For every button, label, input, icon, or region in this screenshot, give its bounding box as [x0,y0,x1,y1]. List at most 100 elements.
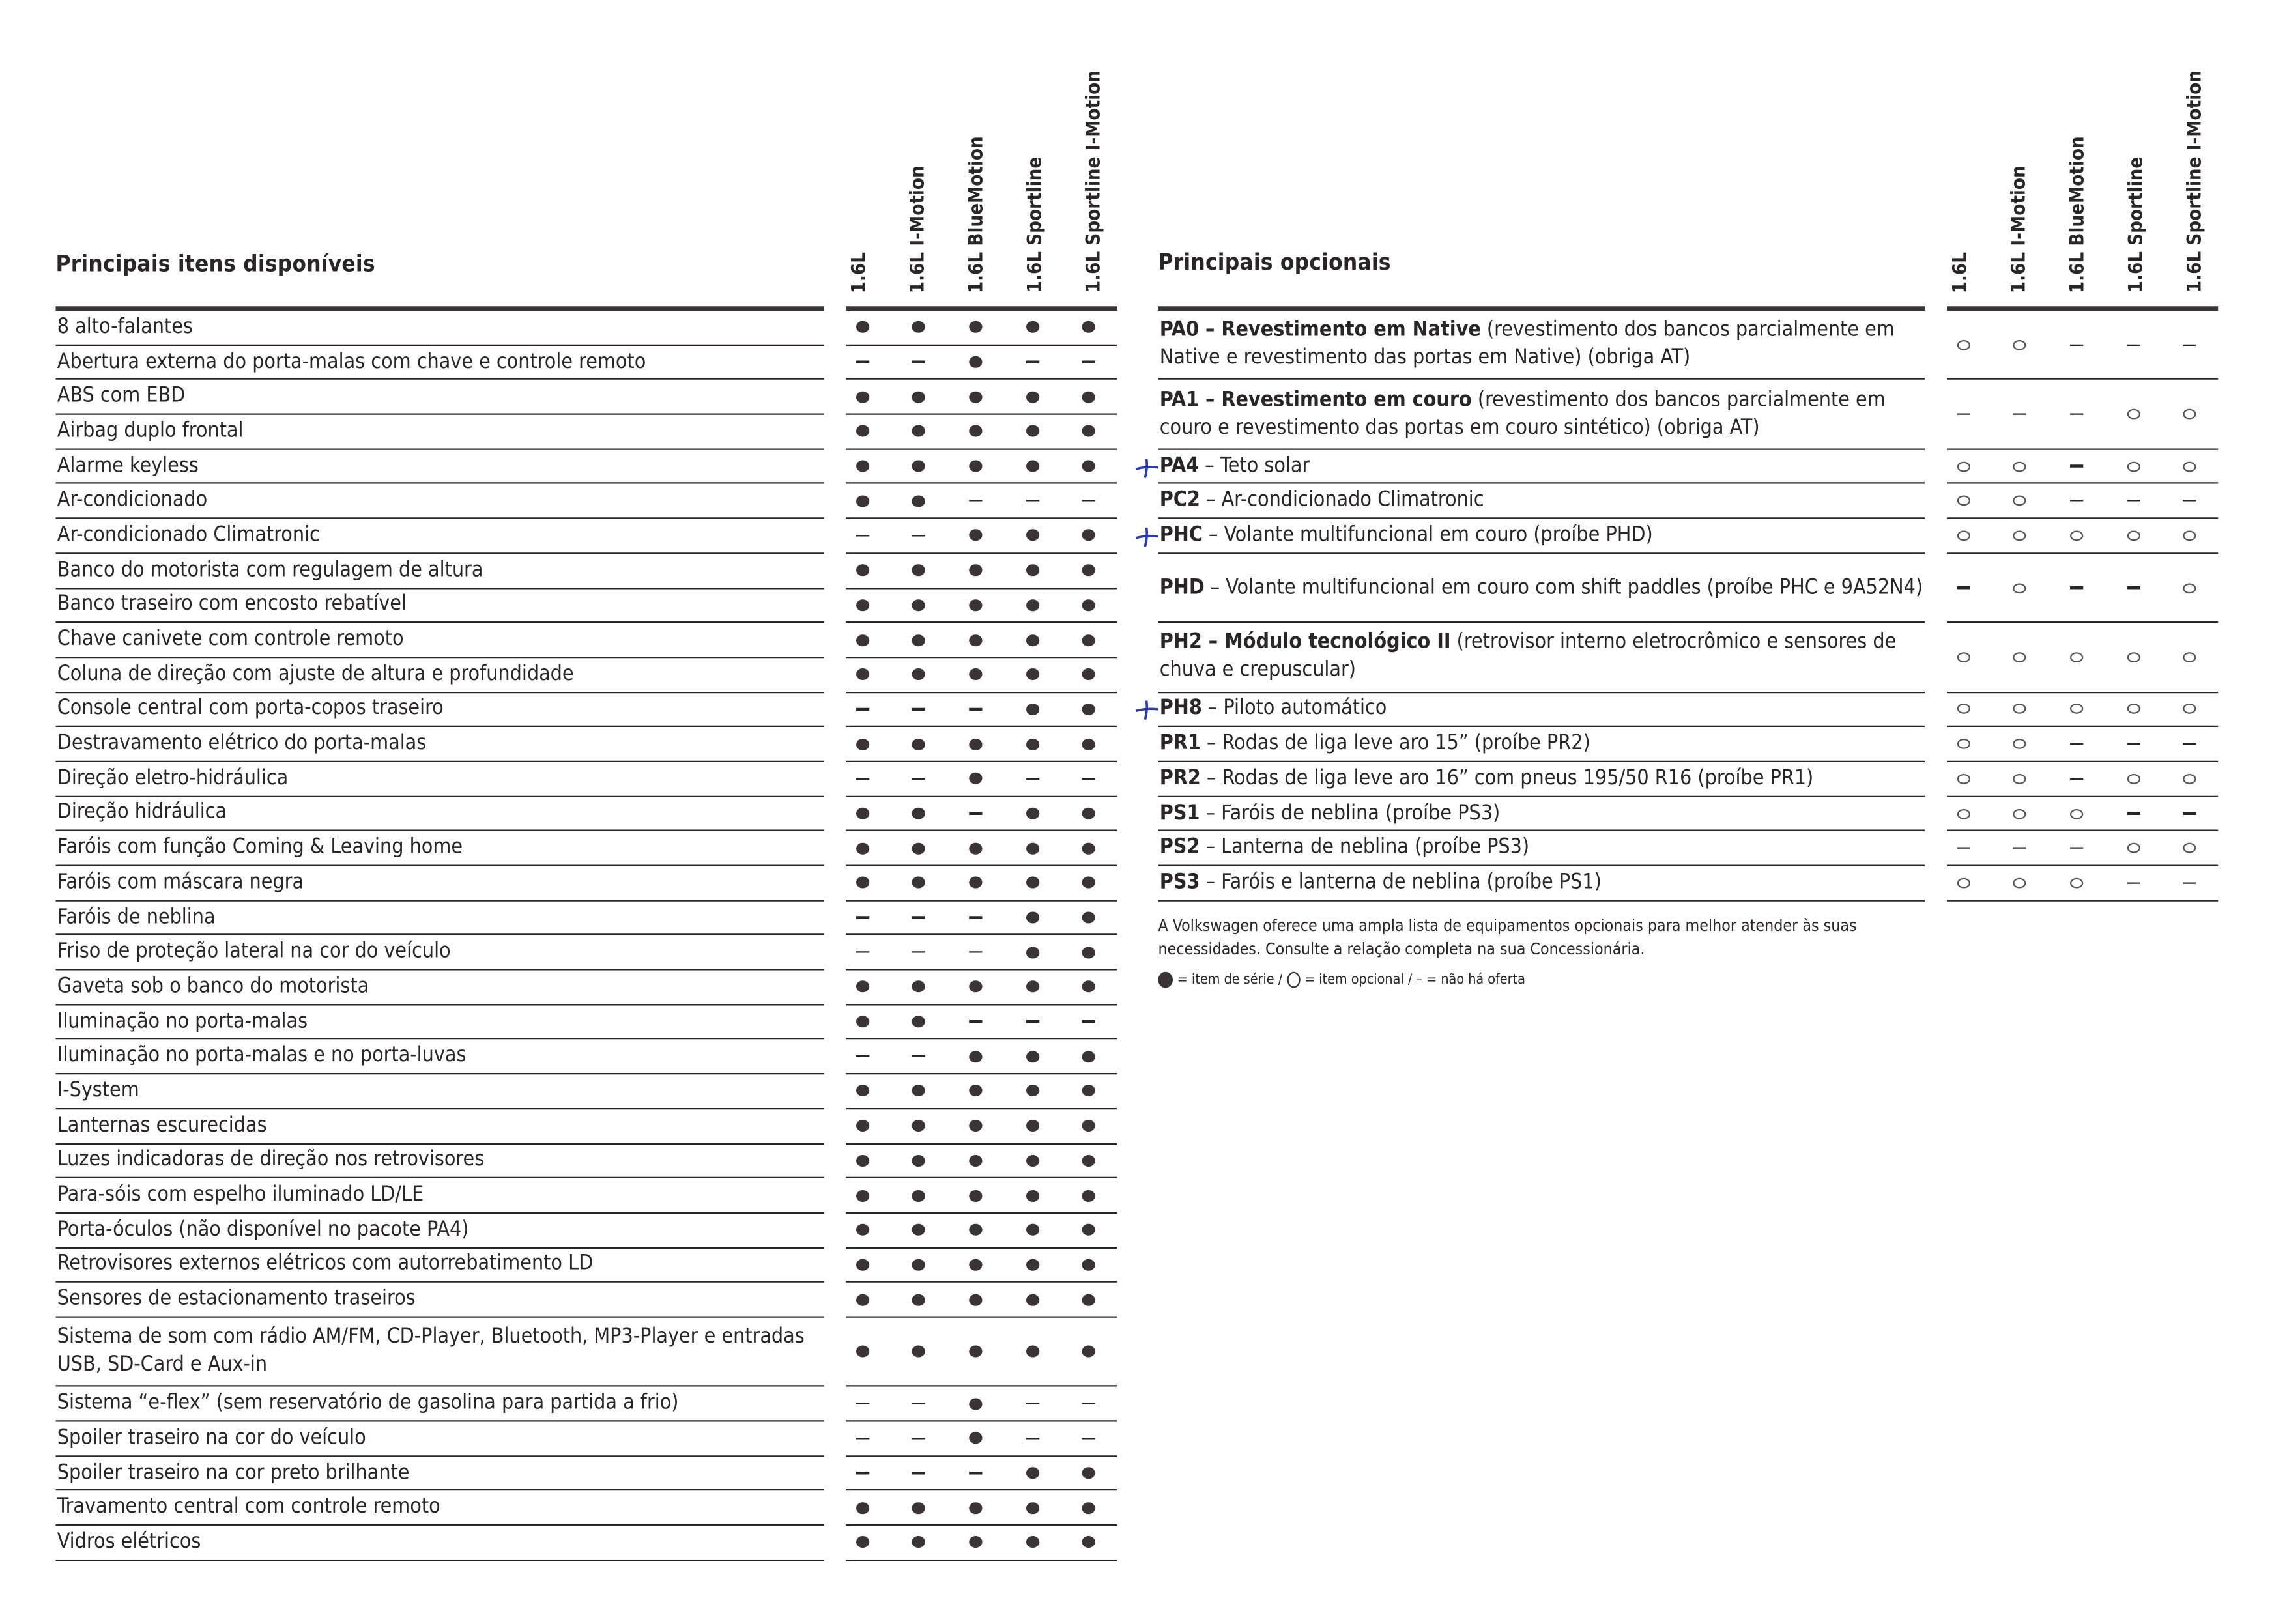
symbol-cell [834,901,891,934]
item-label: Chave canivete com controle remoto [55,623,824,658]
symbol-cell [2105,623,2162,691]
symbol-cell [834,1109,891,1143]
symbol-cell [1992,728,2049,761]
item-text: Sistema “e-flex” (sem reservatório de ga… [57,1391,679,1415]
dash-icon [912,1437,926,1440]
item-text: Vidros elétricos [57,1530,201,1554]
symbol-cell [891,728,947,761]
availability-cells [846,658,1117,693]
table-row: Direção hidráulica [55,797,1117,832]
filled-dot-icon [1026,1259,1039,1271]
filled-dot-icon [969,1050,983,1062]
option-code: PA0 – [1159,318,1215,342]
filled-dot-icon [1026,981,1039,993]
dash-icon [1957,586,1970,589]
item-label: PS3 – Faróis e lanterna de neblina (proí… [1158,866,1925,902]
dash-icon [856,777,869,780]
item-text: PR1 – Rodas de liga leve aro 15” (proíbe… [1160,730,1590,758]
filled-dot-icon [969,877,983,889]
filled-dot-icon [1082,321,1096,334]
availability-cells [846,1040,1117,1075]
hollow-circle-icon [1957,652,1970,662]
hollow-circle-icon [1957,704,1970,715]
hollow-circle-icon [2183,652,2196,662]
item-label: Lanternas escurecidas [55,1109,824,1145]
hollow-circle-icon [2013,461,2027,472]
availability-cells [846,588,1117,623]
filled-dot-icon [969,391,983,403]
symbol-cell [2049,519,2105,552]
item-text: Sensores de estacionamento traseiros [57,1287,416,1311]
dash-icon [969,708,983,711]
hollow-circle-icon [2069,704,2084,715]
symbol-cell [1935,623,1992,691]
availability-cells [846,484,1117,519]
item-label: PH8 – Piloto automático [1158,692,1925,728]
table-row: Sensores de estacionamento traseiros [55,1283,1117,1318]
hollow-circle-icon [2013,530,2027,541]
symbol-cell [1935,485,1992,518]
table-row: Spoiler traseiro na cor do veículo [55,1422,1117,1457]
option-description: (revestimento dos bancos parcialmente em… [1159,318,1895,370]
dash-icon [2126,743,2140,745]
table-row: PS3 – Faróis e lanterna de neblina (proí… [1158,866,2219,902]
item-text: Direção hidráulica [57,801,227,825]
symbol-cell [891,380,947,414]
symbol-cell [1061,380,1117,414]
table-row: PS1 – Faróis de neblina (proíbe PS3) [1158,797,2219,832]
item-text: Faróis com máscara negra [57,870,304,894]
symbol-cell [834,1144,891,1177]
item-text: Banco do motorista com regulagem de altu… [57,558,483,582]
filled-dot-icon [856,668,869,681]
hollow-circle-icon [2183,773,2196,784]
table-row: PS2 – Lanterna de neblina (proíbe PS3) [1158,832,2219,866]
symbol-cell [1004,623,1061,657]
item-text: PA1 – Revestimento em couro (revestiment… [1160,386,1925,442]
filled-dot-icon [1026,425,1039,438]
symbol-cell [1061,1075,1117,1108]
symbol-cell [834,380,891,414]
table-row: Ar-condicionado Climatronic [55,519,1117,554]
filled-dot-icon [1082,1085,1096,1098]
filled-dot-icon [969,460,983,472]
item-label: Porta-óculos (não disponível no pacote P… [55,1214,824,1249]
symbol-cell [2049,762,2105,795]
item-text: Direção eletro-hidráulica [57,766,289,790]
item-label: Abertura externa do porta-malas com chav… [55,345,824,380]
dash-icon [1957,413,1970,416]
table-row: Faróis com máscara negra [55,866,1117,902]
symbol-cell [1061,901,1117,934]
symbol-cell [834,797,891,830]
dash-icon [2069,343,2084,346]
symbol-cell [1935,692,1992,726]
item-text: Alarme keyless [57,453,199,477]
symbol-cell [1061,1109,1117,1143]
symbol-cell [1935,797,1992,830]
item-label: PS1 – Faróis de neblina (proíbe PS3) [1158,797,1925,832]
filled-dot-icon [912,1345,926,1358]
filled-dot-icon [1082,634,1096,646]
filled-dot-icon [969,1536,983,1548]
symbol-cell [891,935,947,969]
availability-cells [846,1005,1117,1040]
symbol-cell [947,380,1004,414]
symbol-cell [1004,1318,1061,1386]
symbol-cell [947,762,1004,795]
symbol-cell [891,971,947,1004]
option-description: – Ar-condicionado Climatronic [1200,488,1484,512]
availability-cells [846,1457,1117,1492]
option-name: Revestimento em Native [1215,318,1481,342]
symbol-cell [1004,1387,1061,1420]
symbol-cell [947,345,1004,378]
symbol-cell [1061,484,1117,517]
filled-dot-icon [912,599,926,611]
symbol-cell [891,415,947,448]
availability-cells [846,554,1117,589]
option-code: PS3 [1159,870,1200,894]
hollow-circle-icon [1957,877,1970,889]
item-label: Sistema de som com rádio AM/FM, CD-Playe… [55,1318,824,1388]
optional-items-table: PA0 – Revestimento em Native (revestimen… [1136,311,2219,902]
symbol-cell [891,1318,947,1386]
symbol-cell [1004,1144,1061,1177]
